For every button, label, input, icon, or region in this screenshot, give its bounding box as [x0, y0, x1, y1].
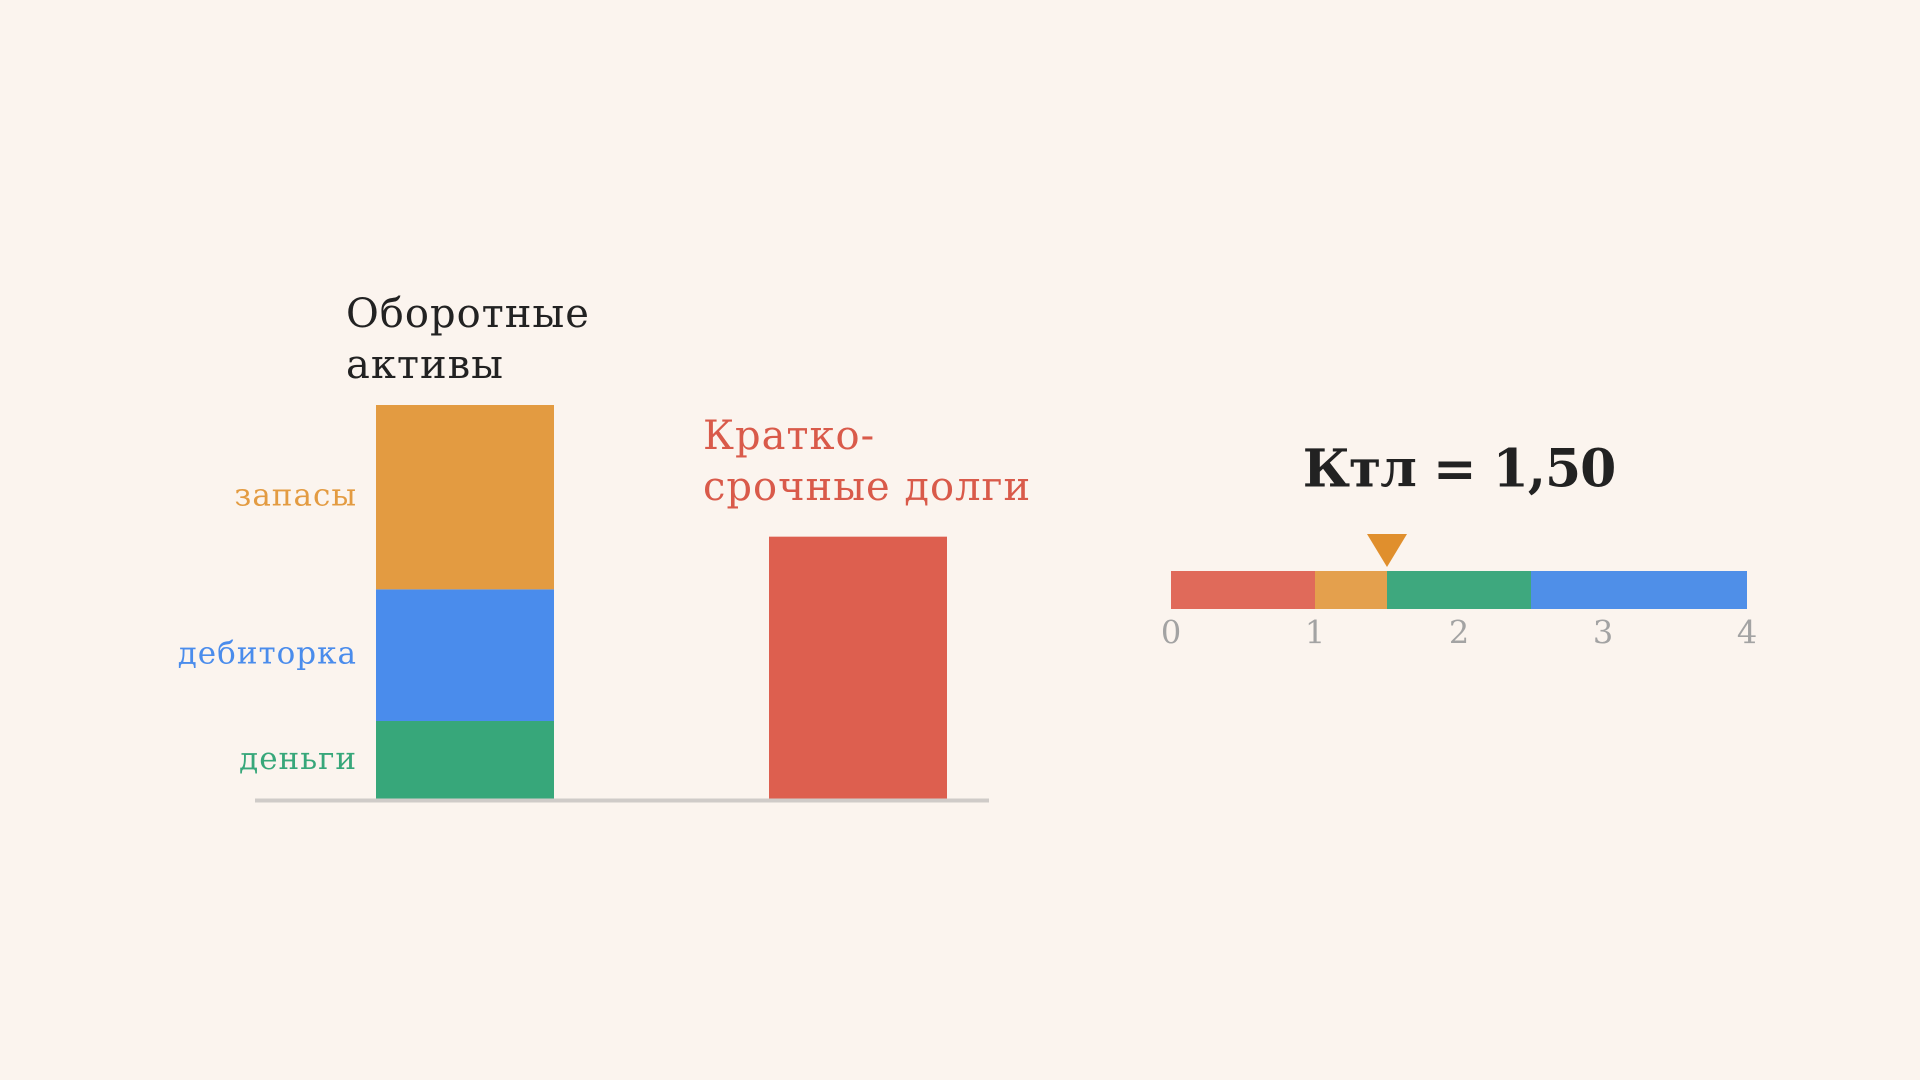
marker — [1367, 534, 1407, 567]
x-tick-label: 0 — [1161, 614, 1181, 652]
x-tick-label: 4 — [1737, 614, 1757, 652]
series-label: запасы — [234, 478, 357, 514]
category-label: Кратко- — [703, 413, 875, 459]
bar-segment — [376, 721, 554, 800]
bar-segment — [376, 589, 554, 721]
x-tick-label: 1 — [1305, 614, 1325, 652]
category-label: активы — [346, 342, 504, 388]
bar-segment — [376, 405, 554, 590]
x-tick-label: 3 — [1593, 614, 1613, 652]
series-label: дебиторка — [178, 636, 357, 672]
scale-title: Ктл = 1,50 — [1303, 439, 1616, 500]
category-label: Оборотные — [346, 291, 590, 337]
series-label: деньги — [239, 741, 357, 777]
scale-segment — [1531, 571, 1747, 609]
scale-segment — [1315, 571, 1387, 609]
bar-segment — [769, 536, 947, 800]
category-label: срочные долги — [703, 464, 1031, 510]
scale-segment — [1171, 571, 1315, 609]
x-tick-label: 2 — [1449, 614, 1469, 652]
scale-segment — [1387, 571, 1531, 609]
